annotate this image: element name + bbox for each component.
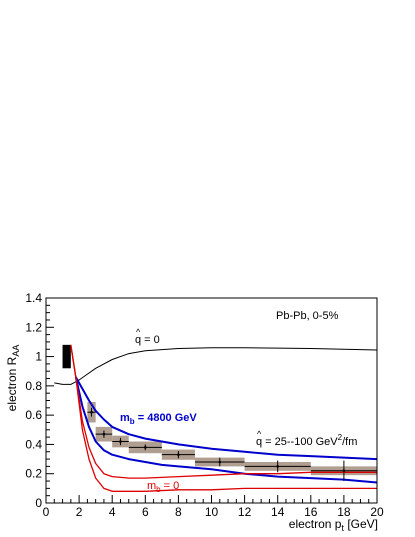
y-tick-label: 1.4 (25, 291, 42, 305)
y-tick-label: 0.2 (25, 467, 42, 481)
data-marker (144, 446, 147, 449)
qhat-zero-label: q = 0 (135, 334, 160, 346)
qhat-range-hat: ^ (257, 429, 262, 439)
axis-ticks: 0 2 4 6 8 10 12 14 16 18 20 0 0.2 0.4 0.6 0.8 1 1.2 1.4 (25, 291, 384, 519)
y-tick-label: 0.6 (25, 408, 42, 422)
x-tick-label: 2 (76, 505, 83, 519)
model-curves (54, 344, 378, 492)
x-tick-label: 6 (142, 505, 149, 519)
y-tick-label: 0 (35, 496, 42, 510)
normalization-box (62, 344, 71, 369)
data-marker (218, 460, 222, 464)
data-marker (177, 453, 180, 456)
data-point (87, 407, 96, 417)
data-points (87, 407, 377, 482)
systematic-boxes (62, 344, 377, 476)
x-tick-label: 14 (271, 505, 285, 519)
data-point (95, 430, 113, 438)
data-point (161, 451, 195, 459)
data-marker (90, 410, 93, 414)
model-curve (70, 344, 377, 479)
mb-zero-label: mb = 0 (147, 480, 179, 494)
data-point (112, 437, 129, 446)
x-tick-label: 20 (370, 505, 384, 519)
x-tick-label: 10 (205, 505, 219, 519)
data-marker (119, 440, 122, 443)
model-curve (54, 347, 378, 385)
mb-heavy-label: mb = 4800 GeV (120, 412, 197, 426)
y-axis-title: electron RAA (5, 345, 21, 412)
system-label: Pb-Pb, 0-5% (276, 310, 339, 322)
data-marker (276, 465, 280, 468)
data-marker (102, 432, 106, 436)
x-tick-label: 18 (337, 505, 351, 519)
data-point (194, 457, 245, 467)
model-curve (70, 344, 377, 492)
data-point (310, 460, 377, 482)
x-tick-label: 16 (304, 505, 318, 519)
x-tick-label: 12 (238, 505, 252, 519)
qhat-range-label: q = 25--100 GeV2/fm (256, 433, 357, 448)
y-tick-label: 0.8 (25, 379, 42, 393)
model-curve (74, 376, 378, 484)
y-tick-label: 1 (35, 350, 42, 364)
y-tick-label: 0.4 (25, 437, 42, 451)
data-point (244, 460, 311, 473)
data-point (128, 444, 162, 451)
qhat-zero-hat: ^ (136, 327, 141, 337)
x-axis-title: electron pt [GeV] (289, 517, 378, 533)
data-marker (342, 469, 346, 473)
y-tick-label: 1.2 (25, 320, 42, 334)
x-tick-label: 4 (109, 505, 116, 519)
model-curve (74, 376, 378, 461)
x-tick-label: 8 (175, 505, 182, 519)
x-tick-label: 0 (43, 505, 50, 519)
